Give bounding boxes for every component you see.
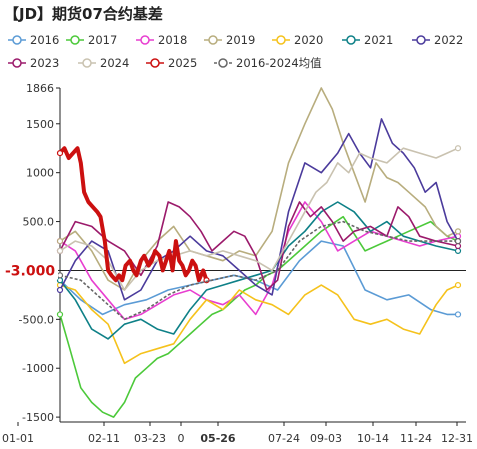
legend-item-2016[interactable]: 2016 — [8, 33, 59, 47]
series-line — [59, 284, 459, 365]
legend-label: 2025 — [168, 56, 197, 70]
series-line — [58, 146, 209, 283]
legend-item-2016-2024[interactable]: 2016-2024均值 — [214, 56, 322, 70]
legend-item-2019[interactable]: 2019 — [204, 33, 255, 47]
series-point — [56, 311, 64, 318]
series-2025 — [56, 146, 210, 284]
series-line — [59, 220, 458, 321]
y-tick-label: -500.0 — [19, 313, 54, 326]
legend-item-2018[interactable]: 2018 — [136, 33, 187, 47]
x-tick-label-current: 05-26 — [200, 432, 236, 445]
legend-item-2025[interactable]: 2025 — [146, 56, 197, 70]
current-value-badge — [2, 261, 58, 280]
y-tick-label: -1500 — [22, 411, 54, 424]
series-layer — [56, 87, 462, 418]
series-2018 — [56, 201, 462, 321]
series-point — [454, 145, 462, 152]
axes: 1866 1500 1000 500.0 0 -500.0 -1000 -1500 01-01 0… — [2, 82, 473, 445]
legend-label: 2017 — [88, 33, 117, 47]
series-line — [59, 87, 459, 291]
legend-label: 2018 — [158, 33, 187, 47]
legend-item-2017[interactable]: 2017 — [66, 33, 117, 47]
series-2024 — [56, 145, 462, 291]
legend-item-2024[interactable]: 2024 — [78, 56, 129, 70]
x-tick-label: 12-31 — [441, 432, 473, 445]
series-2020 — [56, 282, 462, 365]
series-line — [59, 201, 459, 321]
legend-label: 2016-2024均值 — [236, 56, 322, 70]
x-tick-label: 03-23 — [134, 432, 166, 445]
x-tick-label: 02-11 — [88, 432, 120, 445]
y-tick-label: 1500 — [26, 118, 54, 131]
series-line — [59, 215, 459, 418]
x-tick-label: 09-03 — [310, 432, 342, 445]
y-tick-label: 1866 — [26, 82, 54, 95]
y-tick-label: -1000 — [22, 362, 54, 375]
legend-label: 2020 — [294, 33, 323, 47]
series-point — [56, 150, 64, 157]
legend-label: 2021 — [364, 33, 393, 47]
legend-item-2022[interactable]: 2022 — [412, 33, 463, 47]
y-tick-label: 500.0 — [23, 216, 55, 229]
overlay: -3.000 — [2, 261, 58, 280]
legend-label: 2023 — [30, 56, 59, 70]
series-point — [56, 238, 64, 245]
series-point — [454, 238, 462, 245]
legend-label: 2024 — [100, 56, 129, 70]
series-line — [59, 201, 459, 340]
legend: 2016 2017 2018 2019 2020 2021 2022 2023 2024 2025… — [8, 33, 463, 70]
series-point — [454, 282, 462, 289]
x-tick-label: 01-01 — [2, 432, 34, 445]
legend-label: 2016 — [30, 33, 59, 47]
current-value-label: -3.000 — [5, 263, 55, 279]
series-point — [454, 228, 462, 235]
series-point — [454, 311, 462, 318]
series-point — [56, 247, 64, 254]
series-point — [454, 247, 462, 254]
legend-item-2021[interactable]: 2021 — [342, 33, 393, 47]
series-point — [56, 286, 64, 294]
series-point — [454, 242, 462, 250]
x-tick-label: 0 — [178, 432, 185, 445]
series-line — [59, 201, 459, 291]
legend-label: 2022 — [434, 33, 463, 47]
series-line — [59, 240, 458, 316]
legend-item-2023[interactable]: 2023 — [8, 56, 59, 70]
x-tick-label: 10-14 — [357, 432, 389, 445]
x-tick-label: 11-24 — [400, 432, 432, 445]
series-line — [59, 147, 459, 291]
series-line — [59, 118, 459, 301]
legend-label: 2019 — [226, 33, 255, 47]
legend-item-2020[interactable]: 2020 — [272, 33, 323, 47]
y-tick-label: 1000 — [26, 167, 54, 180]
x-tick-label: 07-24 — [268, 432, 300, 445]
series-point — [56, 277, 64, 284]
series-2019 — [56, 87, 462, 291]
series-point — [56, 272, 64, 279]
chart-title: 【JD】期货07合约基差 — [4, 5, 163, 23]
